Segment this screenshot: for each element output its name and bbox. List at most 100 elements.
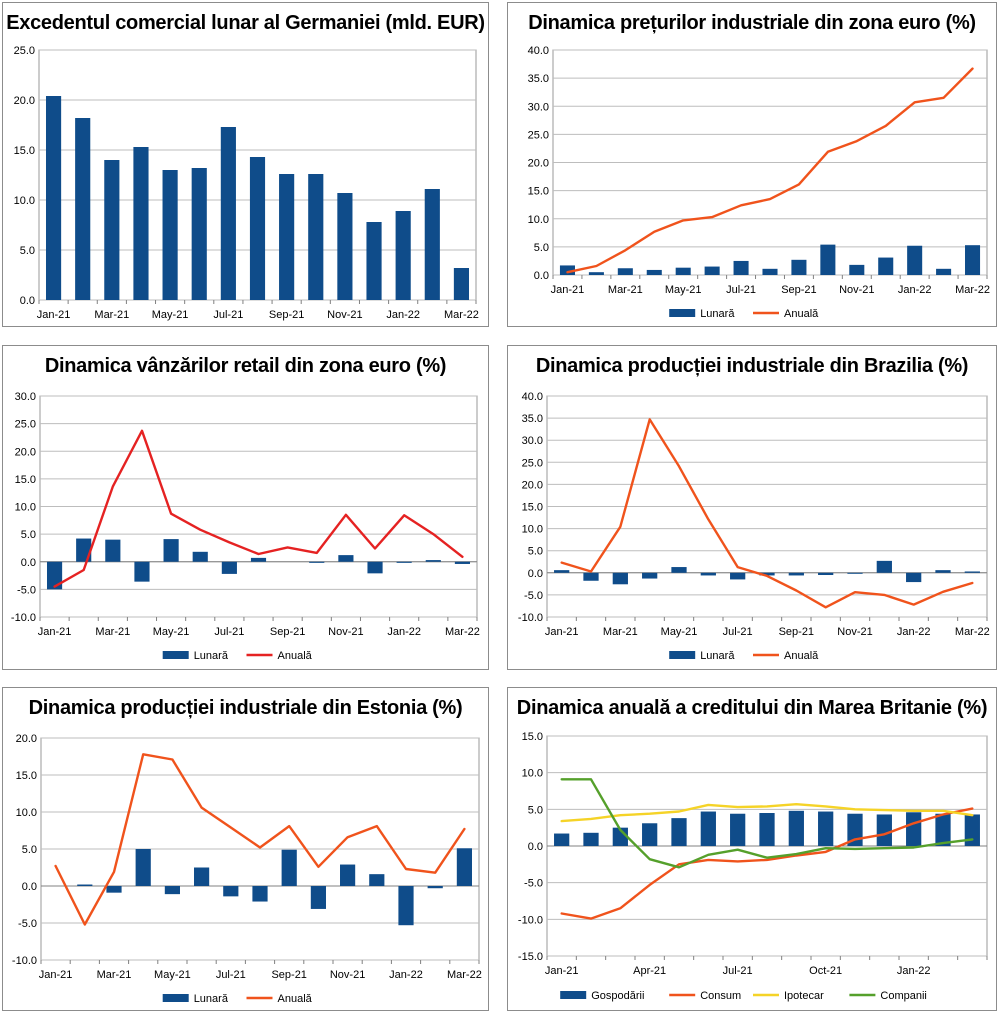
legend: Gospodării Consum Ipotecar Companii <box>560 990 927 1002</box>
bar-gospodarii-oct-21 <box>818 811 834 846</box>
chart-eurozone-producer-prices: 40.0 35.0 30.0 25.0 20.0 15.0 10.0 5.0 0.0Jan-21… <box>528 45 990 320</box>
line-anuala <box>53 429 464 588</box>
bar-gospodarii-may-21 <box>671 818 687 846</box>
bar-lunara-jan-22 <box>396 561 412 563</box>
legend-label-companii: Companii <box>880 990 926 1002</box>
legend-label-gospodarii: Gospodării <box>591 990 644 1002</box>
bar-excedent-feb-21 <box>75 118 91 300</box>
x-tick-label: May-21 <box>661 626 698 638</box>
y-tick-label: 20.0 <box>528 158 549 170</box>
bar-excedent-dec-21 <box>366 222 382 300</box>
legend-label-anuala: Anuală <box>784 308 819 320</box>
bar-excedent-aug-21 <box>249 157 266 300</box>
y-tick-label: 25.0 <box>14 45 35 57</box>
bar-lunara-oct-21 <box>310 886 326 909</box>
bar-lunara-jul-21 <box>730 572 746 580</box>
legend-swatch-lunara <box>669 309 696 317</box>
x-tick-label: May-21 <box>152 309 189 321</box>
legend-swatch-lunara <box>669 651 696 659</box>
chart-brazil-industrial-production: 40.0 35.0 30.0 25.0 20.0 15.0 10.0 5.0 0.0 -5.0 -1… <box>518 391 990 662</box>
bar-lunara-aug-21 <box>252 886 268 902</box>
x-tick-label: Jul-21 <box>726 284 756 296</box>
y-tick-label: 25.0 <box>528 129 549 141</box>
bar-lunara-mar-22 <box>965 245 981 275</box>
y-tick-label: 15.0 <box>14 145 35 157</box>
y-tick-label: 0.0 <box>21 557 36 569</box>
y-tick-label: 40.0 <box>522 391 543 403</box>
bar-excedent-sep-21 <box>279 174 295 300</box>
y-tick-label: -5.0 <box>18 918 37 930</box>
x-tick-label: Jan-21 <box>37 309 71 321</box>
legend-label-anuala: Anuală <box>278 650 313 662</box>
bar-lunara-jul-21 <box>221 561 237 574</box>
bar-lunara-mar-21 <box>617 268 633 275</box>
y-tick-label: 25.0 <box>522 457 543 469</box>
y-tick-label: 15.0 <box>16 770 37 782</box>
bar-lunara-aug-21 <box>762 268 778 275</box>
x-tick-label: Jul-21 <box>723 626 753 638</box>
y-tick-label: 0.0 <box>534 270 549 282</box>
x-tick-label: Mar-21 <box>95 626 130 638</box>
y-tick-label: 5.0 <box>22 844 37 856</box>
legend: Lunară Anuală <box>162 650 313 662</box>
x-tick-label: Sep-21 <box>781 284 816 296</box>
bar-lunara-mar-21 <box>105 539 121 562</box>
x-tick-label: Sep-21 <box>271 969 306 981</box>
x-tick-label: May-21 <box>665 284 702 296</box>
y-tick-label: 0.0 <box>528 841 543 853</box>
x-tick-label: Mar-22 <box>955 626 990 638</box>
bar-lunara-feb-22 <box>935 570 951 573</box>
legend-swatch-lunara <box>162 994 189 1002</box>
chart-panel-eurozone-producer-prices: Dinamica prețurilor industriale din zona… <box>507 2 997 327</box>
bar-lunara-apr-21 <box>646 269 662 275</box>
x-tick-label: Jan-22 <box>387 626 421 638</box>
x-tick-label: Jul-21 <box>213 309 243 321</box>
bar-gospodarii-mar-22 <box>964 814 980 846</box>
bar-lunara-may-21 <box>164 886 180 895</box>
bar-lunara-feb-21 <box>588 272 604 275</box>
x-tick-label: Jan-21 <box>545 965 579 977</box>
y-tick-label: -15.0 <box>518 951 543 963</box>
chart-title: Dinamica anuală a creditului din Marea B… <box>516 697 988 719</box>
x-tick-label: Mar-22 <box>444 309 479 321</box>
legend: Lunară Anuală <box>669 308 819 320</box>
bar-excedent-jul-21 <box>220 127 236 300</box>
legend-label-ipotecar: Ipotecar <box>784 990 824 1002</box>
bar-lunara-oct-21 <box>820 244 836 275</box>
bar-lunara-nov-21 <box>849 264 865 275</box>
bar-lunara-aug-21 <box>759 572 775 576</box>
bar-lunara-mar-21 <box>612 572 628 585</box>
y-tick-label: 30.0 <box>15 391 36 403</box>
y-tick-label: -10.0 <box>12 955 37 967</box>
chart-title: Dinamica producției industriale din Braz… <box>535 355 969 377</box>
bar-lunara-dec-21 <box>876 560 892 573</box>
x-tick-label: Sep-21 <box>270 626 305 638</box>
bar-excedent-mar-21 <box>104 160 120 300</box>
bar-gospodarii-jun-21 <box>700 811 716 846</box>
y-tick-label: 10.0 <box>16 807 37 819</box>
x-tick-label: Jul-21 <box>723 965 753 977</box>
x-tick-label: Nov-21 <box>837 626 872 638</box>
x-tick-label: Jan-22 <box>897 965 931 977</box>
bar-lunara-aug-21 <box>250 557 267 562</box>
y-tick-label: 25.0 <box>15 419 36 431</box>
y-tick-label: 15.0 <box>522 731 543 743</box>
bar-lunara-mar-22 <box>454 561 471 564</box>
y-tick-label: 40.0 <box>528 45 549 57</box>
bar-lunara-dec-21 <box>369 874 385 886</box>
bar-lunara-feb-22 <box>936 268 952 275</box>
bar-lunara-apr-21 <box>642 572 658 579</box>
x-tick-label: May-21 <box>154 969 191 981</box>
bar-gospodarii-aug-21 <box>759 813 775 846</box>
x-tick-label: Jan-21 <box>38 626 72 638</box>
chart-panel-estonia-industry: Dinamica producției industriale din Esto… <box>2 687 489 1011</box>
bar-lunara-sep-21 <box>281 849 297 886</box>
bar-lunara-dec-21 <box>367 561 383 574</box>
legend-label-lunara: Lunară <box>194 993 229 1005</box>
y-tick-label: 20.0 <box>522 479 543 491</box>
y-tick-label: 15.0 <box>15 474 36 486</box>
bar-gospodarii-feb-22 <box>935 813 951 846</box>
bar-excedent-jan-22 <box>395 211 411 300</box>
x-tick-label: Sep-21 <box>779 626 814 638</box>
bar-lunara-dec-21 <box>878 257 894 275</box>
